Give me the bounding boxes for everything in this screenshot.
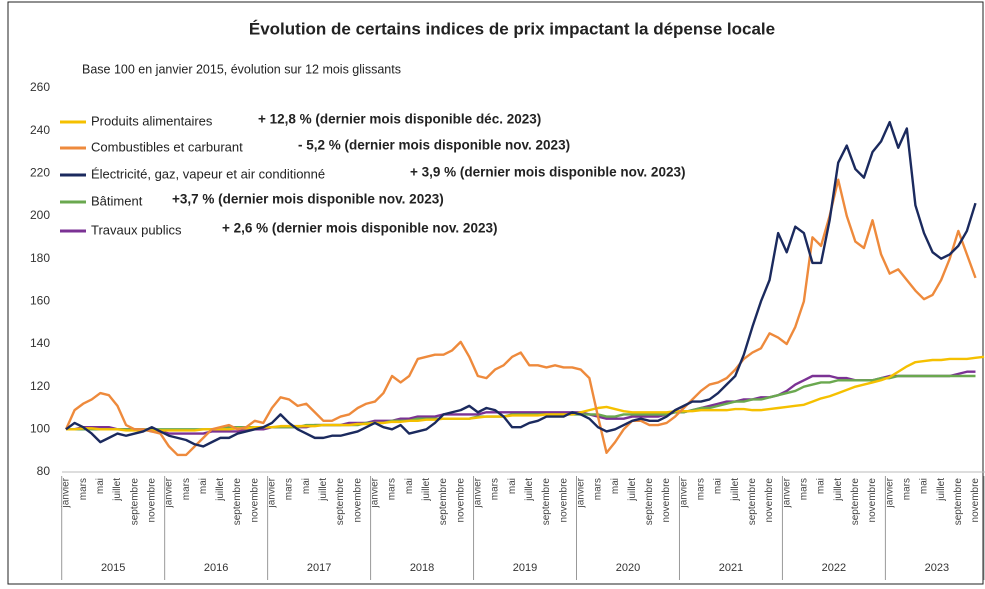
year-label: 2022 (822, 562, 846, 574)
y-tick-label: 180 (30, 251, 50, 265)
x-tick-label: juillet (112, 478, 123, 502)
x-tick-label: mars (799, 478, 810, 500)
y-tick-label: 140 (30, 336, 50, 350)
series-line (64, 178, 977, 457)
x-tick-label: septembre (129, 478, 140, 526)
x-tick-label: mars (490, 478, 501, 500)
x-tick-label: novembre (455, 478, 466, 523)
x-tick-label: janvier (164, 477, 175, 508)
year-label: 2016 (204, 562, 228, 574)
y-tick-label: 240 (30, 123, 50, 137)
year-label: 2018 (410, 562, 434, 574)
year-label: 2019 (513, 562, 537, 574)
year-label: 2015 (101, 562, 125, 574)
annotation: - 5,2 % (dernier mois disponible nov. 20… (298, 138, 570, 153)
y-tick-label: 120 (30, 379, 50, 393)
annotation: + 3,9 % (dernier mois disponible nov. 20… (410, 165, 685, 180)
subtitle: Base 100 en janvier 2015, évolution sur … (82, 62, 401, 76)
y-tick-label: 220 (30, 166, 50, 180)
x-tick-label: mai (198, 478, 209, 494)
x-tick-label: mars (901, 478, 912, 500)
year-label: 2017 (307, 562, 331, 574)
y-tick-label: 260 (30, 80, 50, 94)
x-tick-label: novembre (352, 478, 363, 523)
series-line (66, 355, 985, 432)
legend-label: Électricité, gaz, vapeur et air conditio… (91, 166, 325, 181)
x-tick-label: juillet (936, 478, 947, 502)
x-tick-label: juillet (730, 478, 741, 502)
x-tick-label: janvier (61, 477, 72, 508)
x-tick-label: novembre (661, 478, 672, 523)
year-label: 2021 (719, 562, 743, 574)
x-tick-label: janvier (781, 477, 792, 508)
x-tick-label: mai (404, 478, 415, 494)
x-tick-label: mai (713, 478, 724, 494)
x-tick-label: mars (181, 478, 192, 500)
x-tick-label: septembre (747, 478, 758, 526)
x-tick-label: septembre (953, 478, 964, 526)
x-tick-label: juillet (318, 478, 329, 502)
x-tick-label: septembre (850, 478, 861, 526)
x-tick-label: septembre (335, 478, 346, 526)
y-tick-label: 160 (30, 294, 50, 308)
legend-label: Travaux publics (91, 222, 182, 237)
frame (7, 1, 984, 585)
x-tick-label: septembre (232, 478, 243, 526)
x-tick-label: mai (610, 478, 621, 494)
annotation: + 12,8 % (dernier mois disponible déc. 2… (258, 112, 541, 127)
x-tick-label: mai (301, 478, 312, 494)
x-tick-label: septembre (644, 478, 655, 526)
x-tick-label: septembre (541, 478, 552, 526)
x-tick-label: mars (284, 478, 295, 500)
chart-title: Évolution de certains indices de prix im… (249, 19, 775, 38)
year-label: 2023 (925, 562, 949, 574)
year-label: 2020 (616, 562, 640, 574)
x-tick-label: novembre (867, 478, 878, 523)
annotation: + 2,6 % (dernier mois disponible nov. 20… (222, 221, 497, 236)
y-tick-label: 100 (30, 422, 50, 436)
y-tick-label: 200 (30, 208, 50, 222)
x-tick-label: mai (919, 478, 930, 494)
x-tick-label: mai (95, 478, 106, 494)
x-tick-label: juillet (524, 478, 535, 502)
legend-label: Produits alimentaires (91, 113, 213, 128)
x-tick-label: novembre (764, 478, 775, 523)
series-line (66, 374, 976, 431)
x-tick-label: septembre (438, 478, 449, 526)
x-tick-label: janvier (575, 477, 586, 508)
x-tick-label: mars (696, 478, 707, 500)
legend-label: Combustibles et carburant (91, 139, 243, 154)
x-tick-label: juillet (833, 478, 844, 502)
x-tick-label: janvier (678, 477, 689, 508)
x-tick-label: janvier (472, 477, 483, 508)
annotation: +3,7 % (dernier mois disponible nov. 202… (172, 192, 444, 207)
x-tick-label: mars (593, 478, 604, 500)
x-tick-label: novembre (146, 478, 157, 523)
x-tick-label: novembre (249, 478, 260, 523)
x-tick-label: juillet (215, 478, 226, 502)
x-tick-label: mai (816, 478, 827, 494)
x-tick-label: juillet (627, 478, 638, 502)
x-tick-label: mars (387, 478, 398, 500)
legend-label: Bâtiment (91, 193, 143, 208)
x-tick-label: novembre (970, 478, 981, 523)
series-line (65, 120, 977, 448)
x-tick-label: janvier (884, 477, 895, 508)
x-tick-label: janvier (370, 477, 381, 508)
series-line (66, 370, 976, 435)
x-tick-label: novembre (558, 478, 569, 523)
x-tick-label: mars (78, 478, 89, 500)
x-tick-label: mai (507, 478, 518, 494)
x-tick-label: juillet (421, 478, 432, 502)
x-tick-label: janvier (267, 477, 278, 508)
y-tick-label: 80 (37, 464, 51, 478)
